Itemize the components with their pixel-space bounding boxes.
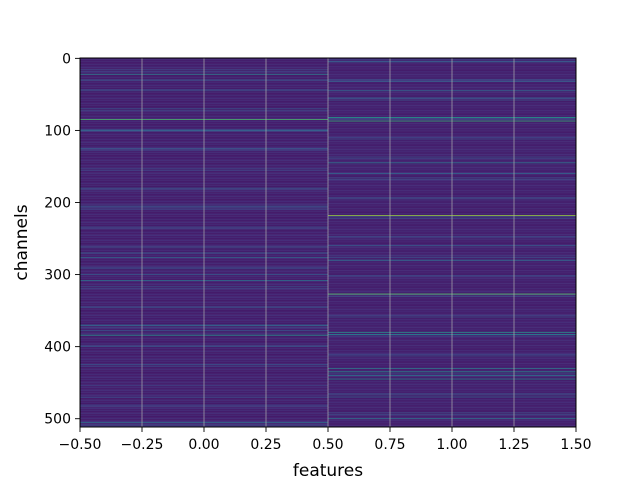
x-tick-label: 0.25 bbox=[250, 437, 281, 453]
y-tick-label: 100 bbox=[44, 123, 71, 139]
y-axis: 0 100 200 300 400 500 bbox=[44, 51, 80, 428]
x-axis-label: features bbox=[293, 461, 363, 480]
x-tick-label: −0.50 bbox=[59, 437, 102, 453]
plot-area bbox=[79, 57, 577, 428]
y-tick-label: 500 bbox=[44, 412, 71, 428]
x-tick-label: 0.50 bbox=[312, 437, 343, 453]
y-tick-label: 300 bbox=[44, 268, 71, 284]
y-tick-label: 0 bbox=[62, 51, 71, 67]
x-tick-label: 1.50 bbox=[560, 437, 591, 453]
y-tick-label: 200 bbox=[44, 196, 71, 212]
x-tick-label: 1.25 bbox=[498, 437, 529, 453]
x-tick-label: 0.00 bbox=[188, 437, 219, 453]
y-tick-label: 400 bbox=[44, 340, 71, 356]
x-tick-label: 1.00 bbox=[436, 437, 467, 453]
x-axis: −0.50 −0.25 0.00 0.25 0.50 0.75 1.00 1.25 1.50 bbox=[59, 427, 592, 453]
x-tick-label: −0.25 bbox=[121, 437, 164, 453]
x-tick-label: 0.75 bbox=[374, 437, 405, 453]
y-axis-label: channels bbox=[12, 204, 32, 280]
